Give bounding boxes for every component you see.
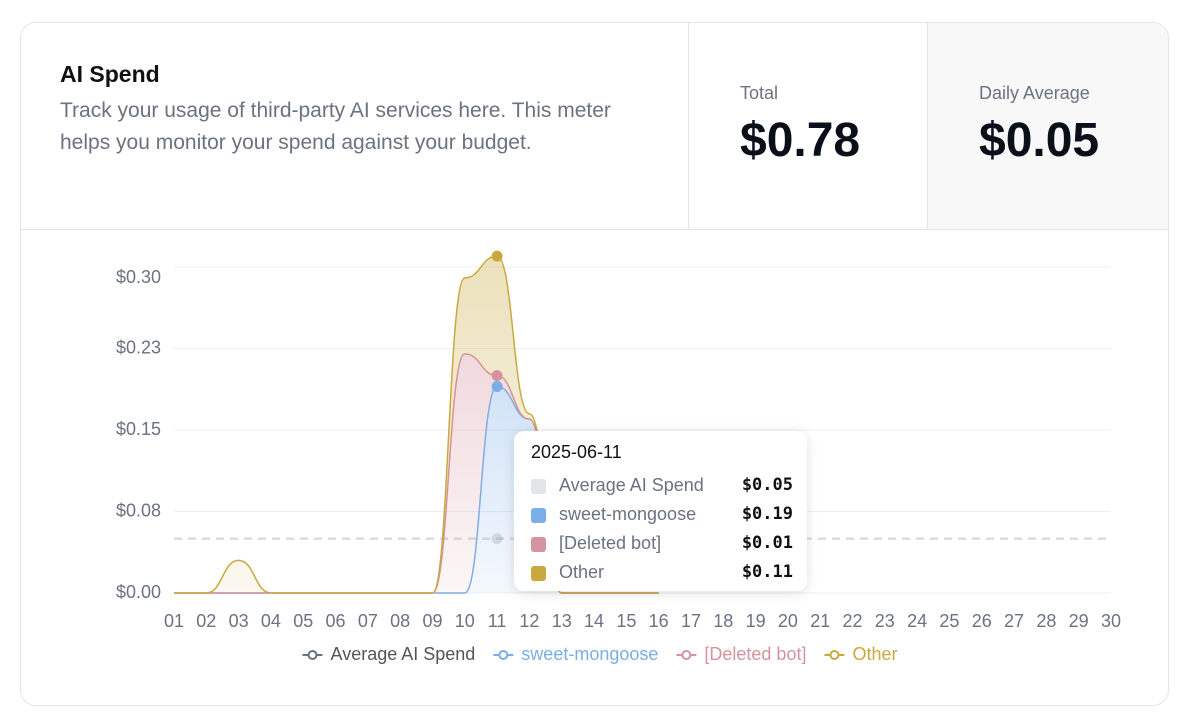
legend-label: Average AI Spend <box>331 644 476 664</box>
x-tick-label: 10 <box>455 611 475 631</box>
tooltip-row: Average AI Spend $0.05 <box>531 475 793 499</box>
x-tick-label: 15 <box>616 611 636 631</box>
tooltip-row: sweet-mongoose $0.19 <box>531 504 793 528</box>
stat-value: $0.05 <box>979 114 1100 167</box>
x-tick-label: 04 <box>261 611 281 631</box>
card: AI Spend Track your usage of third-party… <box>20 22 1169 706</box>
stat-total: Total $0.78 <box>688 23 927 229</box>
tooltip-value: $0.01 <box>741 533 793 553</box>
y-tick-label: $0.23 <box>116 337 161 357</box>
legend-marker <box>829 650 840 660</box>
tooltip-name: Average AI Spend <box>559 475 704 495</box>
x-tick-label: 30 <box>1101 611 1121 631</box>
legend-marker <box>307 650 318 660</box>
x-tick-label: 07 <box>358 611 378 631</box>
x-tick-label: 17 <box>681 611 701 631</box>
x-tick-label: 28 <box>1036 611 1056 631</box>
y-tick-label: $0.15 <box>116 419 161 439</box>
x-tick-label: 19 <box>746 611 766 631</box>
x-tick-label: 23 <box>875 611 895 631</box>
tooltip-row: [Deleted bot] $0.01 <box>531 533 793 557</box>
tooltip-value: $0.05 <box>741 475 793 495</box>
legend-marker <box>681 650 692 660</box>
hover-dot <box>491 250 503 262</box>
x-tick-label: 20 <box>778 611 798 631</box>
series-line <box>174 255 659 594</box>
tooltip-name: sweet-mongoose <box>559 504 697 524</box>
tooltip-value: $0.11 <box>741 562 793 582</box>
x-tick-label: 14 <box>584 611 604 631</box>
stat-label: Daily Average <box>979 83 1090 103</box>
description: Track your usage of third-party AI servi… <box>60 99 611 154</box>
legend-label: [Deleted bot] <box>704 644 806 664</box>
legend: Average AI Spend sweet-mongoose [Deleted b… <box>302 644 897 664</box>
hover-dot <box>491 370 503 382</box>
x-tick-label: 03 <box>229 611 249 631</box>
tooltip-title: 2025-06-11 <box>531 442 622 462</box>
x-tick-label: 11 <box>488 611 507 631</box>
x-tick-label: 09 <box>422 611 442 631</box>
hover-dot <box>491 381 503 393</box>
legend-label: sweet-mongoose <box>521 644 658 664</box>
x-tick-label: 13 <box>552 611 572 631</box>
x-tick-label: 27 <box>1004 611 1024 631</box>
stat-value: $0.78 <box>740 114 861 167</box>
x-tick-label: 25 <box>939 611 959 631</box>
swatch <box>531 566 546 581</box>
stat-label: Total <box>740 83 779 103</box>
tooltip-row: Other $0.11 <box>531 562 793 586</box>
swatch <box>531 508 546 523</box>
x-tick-label: 05 <box>293 611 313 631</box>
x-tick-label: 12 <box>519 611 539 631</box>
x-tick-label: 08 <box>390 611 410 631</box>
legend-marker <box>498 650 509 660</box>
y-tick-label: $0.30 <box>116 267 161 287</box>
hover-dot <box>491 533 503 545</box>
title: AI Spend <box>60 61 160 87</box>
x-tick-label: 16 <box>649 611 669 631</box>
x-tick-label: 24 <box>907 611 927 631</box>
stat-average: Daily Average $0.05 <box>927 23 1168 229</box>
swatch <box>531 537 546 552</box>
y-tick-label: $0.00 <box>116 582 161 602</box>
tooltip-value: $0.19 <box>741 504 793 524</box>
x-tick-label: 21 <box>810 611 830 631</box>
x-tick-label: 01 <box>164 611 184 631</box>
header: AI Spend Track your usage of third-party… <box>21 23 1168 230</box>
x-tick-label: 02 <box>196 611 216 631</box>
x-tick-label: 26 <box>972 611 992 631</box>
tooltip: 2025-06-11 Average AI Spend $0.05 sweet-mo… <box>514 431 807 591</box>
tooltip-name: Other <box>559 562 605 582</box>
x-tick-label: 22 <box>843 611 863 631</box>
x-tick-label: 29 <box>1069 611 1089 631</box>
swatch <box>531 479 546 494</box>
x-tick-label: 18 <box>713 611 733 631</box>
y-tick-label: $0.08 <box>116 500 161 520</box>
x-tick-label: 06 <box>326 611 346 631</box>
tooltip-name: [Deleted bot] <box>559 533 662 553</box>
legend-label: Other <box>852 644 897 664</box>
